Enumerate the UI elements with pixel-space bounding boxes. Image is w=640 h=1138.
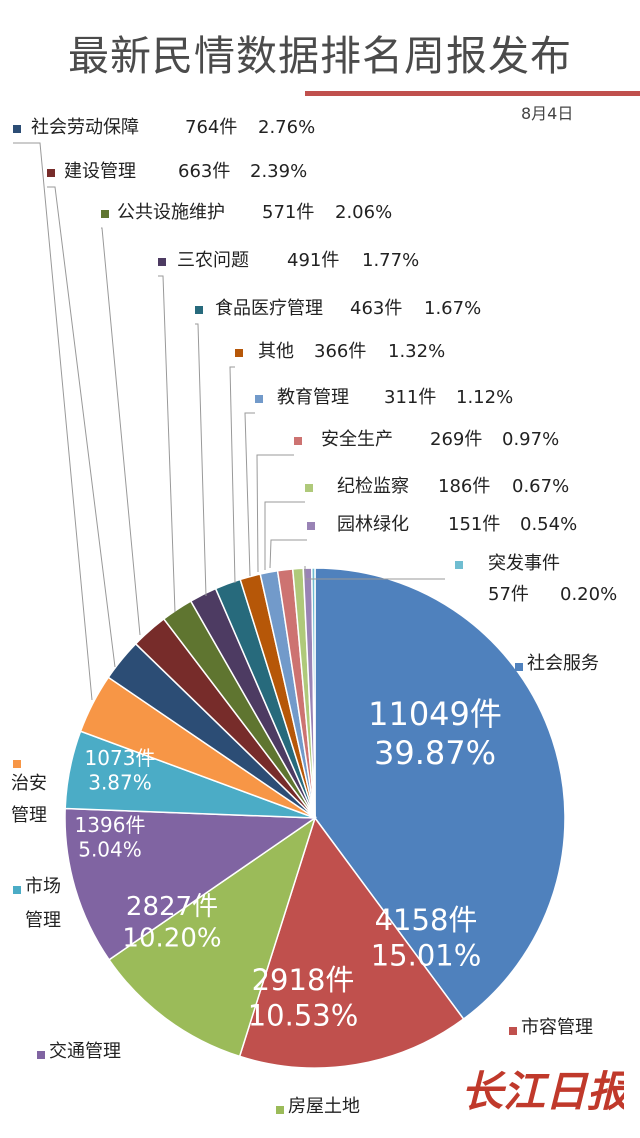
slice-10-leader-line bbox=[158, 275, 176, 613]
slice-2-count-label: 4158件 bbox=[375, 903, 478, 937]
slice-10-count-label: 491件 bbox=[287, 250, 339, 271]
slice-14-name-label: 安全生产 bbox=[321, 429, 393, 450]
newspaper-logo: 长江日报 bbox=[466, 1067, 624, 1116]
slice-3-wedge bbox=[108, 816, 317, 1058]
slice-9-legend-swatch bbox=[101, 210, 109, 218]
slice-15-count-label: 186件 bbox=[438, 476, 490, 497]
slice-4-percent-label: 10.20% bbox=[122, 924, 221, 954]
slice-12-leader-line bbox=[229, 366, 236, 584]
slice-15-leader-line bbox=[264, 501, 305, 570]
slice-1-name-label: 社会服务 bbox=[527, 653, 599, 674]
slice-3-percent-label: 10.53% bbox=[248, 998, 359, 1032]
slice-17-leader-line bbox=[304, 566, 445, 580]
slice-16-leader-line bbox=[269, 539, 307, 569]
slice-9-name-label: 公共设施维护 bbox=[117, 202, 225, 223]
slice-13-count-label: 311件 bbox=[384, 387, 436, 408]
slice-1-percent-label: 39.87% bbox=[374, 734, 496, 772]
slice-6-count-label: 1073件 bbox=[85, 746, 156, 770]
slice-17-percent-label: 0.20% bbox=[560, 584, 617, 605]
leader-lines bbox=[13, 142, 445, 701]
slice-4-wedge bbox=[64, 807, 318, 961]
slice-17-legend-swatch bbox=[455, 561, 463, 569]
slice-14-count-label: 269件 bbox=[430, 429, 482, 450]
slice-17-count-label: 57件 bbox=[488, 584, 529, 605]
slice-8-count-label: 663件 bbox=[178, 161, 230, 182]
watermark-text: 长江日报 bbox=[466, 1067, 624, 1116]
slice-7-legend-swatch bbox=[13, 125, 21, 133]
slice-8-percent-label: 2.39% bbox=[250, 161, 307, 182]
slice-17-name-label: 突发事件 bbox=[488, 553, 560, 574]
slice-16-count-label: 151件 bbox=[448, 514, 500, 535]
slice-3-name-label: 房屋土地 bbox=[288, 1096, 360, 1117]
slice-2-percent-label: 15.01% bbox=[371, 938, 482, 972]
slice-15-percent-label: 0.67% bbox=[512, 476, 569, 497]
slice-6-name-label-line2: 管理 bbox=[11, 805, 47, 826]
slice-12-percent-label: 1.32% bbox=[388, 341, 445, 362]
slice-14-legend-swatch bbox=[294, 437, 302, 445]
slice-7-leader-line bbox=[13, 142, 93, 701]
slice-12-name-label: 其他 bbox=[258, 341, 294, 362]
slice-15-name-label: 纪检监察 bbox=[337, 476, 409, 497]
slice-6-legend-swatch bbox=[13, 760, 21, 768]
slice-6-name-label: 治安 bbox=[11, 773, 47, 794]
slice-16-percent-label: 0.54% bbox=[520, 514, 577, 535]
slice-1-count-label: 11049件 bbox=[368, 695, 502, 733]
slice-2-name-label: 市容管理 bbox=[521, 1017, 593, 1038]
slice-11-name-label: 食品医疗管理 bbox=[215, 298, 323, 319]
slice-15-legend-swatch bbox=[305, 484, 313, 492]
slice-12-count-label: 366件 bbox=[314, 341, 366, 362]
slice-2-legend-swatch bbox=[509, 1027, 517, 1035]
slice-3-legend-swatch bbox=[276, 1106, 284, 1114]
slice-3-count-label: 2918件 bbox=[252, 963, 355, 997]
slice-10-percent-label: 1.77% bbox=[362, 250, 419, 271]
slice-9-leader-line bbox=[101, 227, 141, 636]
slice-5-legend-swatch bbox=[13, 886, 21, 894]
slice-13-leader-line bbox=[244, 412, 255, 577]
slice-14-percent-label: 0.97% bbox=[502, 429, 559, 450]
slice-11-legend-swatch bbox=[195, 306, 203, 314]
slice-5-name-label: 市场 bbox=[25, 876, 61, 897]
slice-13-legend-swatch bbox=[255, 395, 263, 403]
slice-5-count-label: 1396件 bbox=[75, 813, 146, 837]
slice-10-name-label: 三农问题 bbox=[177, 250, 249, 271]
slice-9-percent-label: 2.06% bbox=[335, 202, 392, 223]
slice-16-legend-swatch bbox=[307, 522, 315, 530]
slice-7-name-label: 社会劳动保障 bbox=[31, 117, 139, 138]
slice-1-legend-swatch bbox=[515, 663, 523, 671]
report-date: 8月4日 bbox=[521, 104, 574, 123]
slice-7-count-label: 764件 bbox=[185, 117, 237, 138]
page-title: 最新民情数据排名周报发布 bbox=[68, 32, 572, 80]
slice-7-percent-label: 2.76% bbox=[258, 117, 315, 138]
slice-13-name-label: 教育管理 bbox=[277, 387, 349, 408]
slice-12-legend-swatch bbox=[235, 349, 243, 357]
slice-5-percent-label: 5.04% bbox=[78, 837, 142, 861]
slice-5-name-label-line2: 管理 bbox=[25, 910, 61, 931]
title-underline bbox=[305, 91, 640, 96]
slice-17-wedge bbox=[311, 567, 316, 819]
pie-slices bbox=[64, 567, 566, 1069]
slice-6-percent-label: 3.87% bbox=[88, 770, 152, 794]
slice-11-count-label: 463件 bbox=[350, 298, 402, 319]
slice-14-leader-line bbox=[256, 454, 294, 573]
slice-4-name-label: 交通管理 bbox=[49, 1041, 121, 1062]
slice-8-leader-line bbox=[47, 186, 116, 668]
slice-13-percent-label: 1.12% bbox=[456, 387, 513, 408]
slice-4-count-label: 2827件 bbox=[126, 892, 218, 922]
slice-8-name-label: 建设管理 bbox=[64, 161, 136, 182]
slice-1-wedge bbox=[314, 567, 566, 1021]
slice-4-legend-swatch bbox=[37, 1051, 45, 1059]
slice-11-percent-label: 1.67% bbox=[424, 298, 481, 319]
slice-9-count-label: 571件 bbox=[262, 202, 314, 223]
slice-8-legend-swatch bbox=[47, 169, 55, 177]
slice-10-legend-swatch bbox=[158, 258, 166, 266]
slice-11-leader-line bbox=[195, 323, 207, 597]
slice-16-name-label: 园林绿化 bbox=[337, 514, 409, 535]
